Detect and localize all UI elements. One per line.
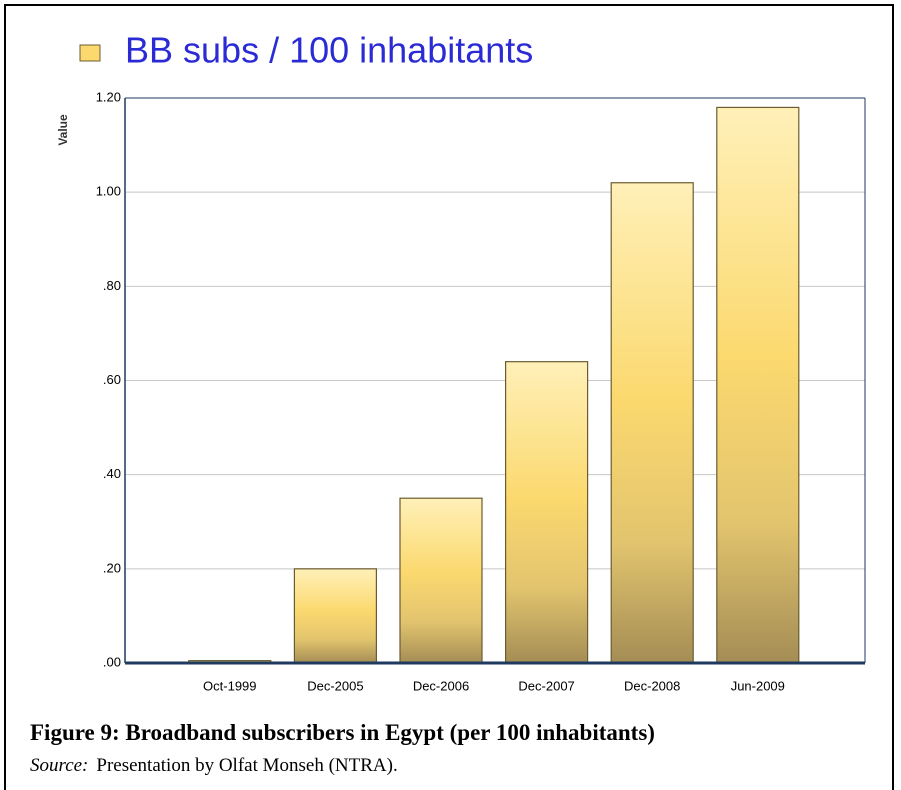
source-label: Source: [30,755,88,776]
y-tick-label: .40 [103,466,121,481]
source-text: Presentation by Olfat Monseh (NTRA). [96,755,397,776]
bar [610,182,694,664]
x-tick-label: Jun-2009 [731,678,785,693]
y-tick-label: .20 [103,560,121,575]
y-tick-label: .80 [103,278,121,293]
bar [293,568,377,664]
bar [716,106,800,664]
legend-swatch [79,44,101,62]
x-tick-label: Dec-2006 [413,678,469,693]
x-tick-label: Dec-2007 [518,678,574,693]
y-tick-label: .60 [103,372,121,387]
caption-source: Source: Presentation by Olfat Monseh (NTR… [30,755,398,776]
x-tick-label: Oct-1999 [203,678,256,693]
y-axis-label: Value [56,114,70,146]
y-tick-label: 1.00 [96,184,121,199]
x-tick-label: Dec-2005 [307,678,363,693]
y-tick-label: 1.20 [96,89,121,104]
bar [505,361,589,664]
x-tick-label: Dec-2008 [624,678,680,693]
bar [399,497,483,664]
caption-title: Figure 9: Broadband subscribers in Egypt… [30,720,655,745]
frame [4,4,894,790]
legend-label: BB subs / 100 inhabitants [125,30,533,71]
y-tick-label: .00 [103,654,121,669]
